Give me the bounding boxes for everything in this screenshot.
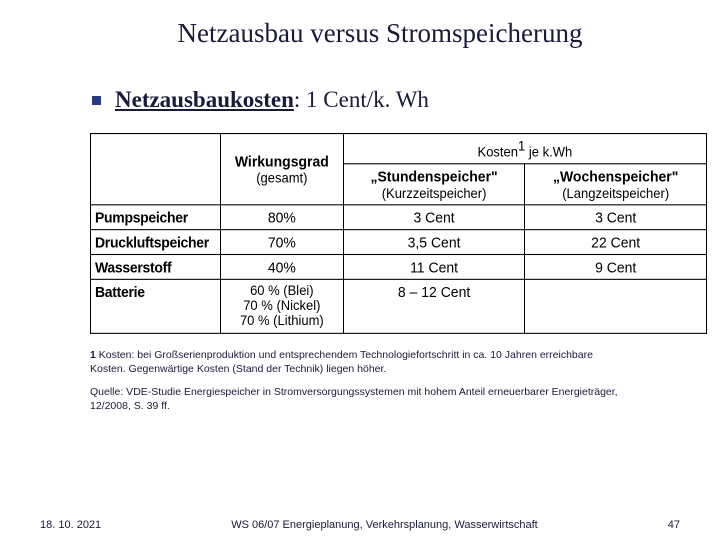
footer-bar: 18. 10. 2021 WS 06/07 Energieplanung, Ve… — [40, 519, 680, 531]
row-eff: 80% — [220, 204, 343, 229]
heading-row: Netzausbaukosten: 1 Cent/k. Wh — [92, 87, 680, 113]
table-head-empty — [91, 134, 221, 205]
row-long — [525, 279, 707, 333]
slide-title: Netzausbau versus Stromspeicherung — [40, 18, 680, 49]
subheading: Netzausbaukosten: 1 Cent/k. Wh — [115, 87, 429, 113]
table-head-short: „Stundenspeicher" (Kurzzeitspeicher) — [343, 163, 525, 204]
row-long: 22 Cent — [525, 229, 707, 254]
row-long: 3 Cent — [525, 204, 707, 229]
footnote-1-text: Kosten: bei Großserienproduktion und ent… — [90, 349, 593, 375]
row-label: Wasserstoff — [91, 254, 221, 279]
row-label: Pumpspeicher — [91, 204, 221, 229]
footnotes: 1 Kosten: bei Großserienproduktion und e… — [90, 348, 630, 414]
row-short: 3,5 Cent — [343, 229, 525, 254]
square-bullet-icon — [92, 96, 101, 105]
table-head-cost-top: Kosten1 je k.Wh — [343, 134, 706, 164]
footnote-1: 1 Kosten: bei Großserienproduktion und e… — [90, 348, 630, 376]
footer-course: WS 06/07 Energieplanung, Verkehrsplanung… — [101, 519, 668, 531]
storage-cost-table: Wirkungsgrad (gesamt) Kosten1 je k.Wh „S… — [90, 133, 707, 333]
table-head-short-sub: (Kurzzeitspeicher) — [348, 184, 521, 200]
table-head-row-1: Wirkungsgrad (gesamt) Kosten1 je k.Wh — [91, 134, 707, 164]
table-head-cost-rest: je k.Wh — [525, 143, 572, 159]
subheading-rest: : 1 Cent/k. Wh — [294, 87, 429, 112]
row-eff: 70% — [220, 229, 343, 254]
subheading-bold: Netzausbaukosten — [115, 87, 294, 112]
row-short: 3 Cent — [343, 204, 525, 229]
footer-page: 47 — [668, 519, 680, 531]
table-head-long-main: „Wochenspeicher" — [529, 167, 702, 184]
table-head-eff: Wirkungsgrad (gesamt) — [220, 134, 343, 205]
row-short: 8 – 12 Cent — [343, 279, 525, 333]
footer-date: 18. 10. 2021 — [40, 519, 101, 531]
slide-body: Netzausbau versus Stromspeicherung Netza… — [0, 0, 720, 540]
table-row: Pumpspeicher 80% 3 Cent 3 Cent — [91, 204, 707, 229]
table-head-cost-word: Kosten — [478, 143, 518, 159]
row-label: Batterie — [91, 279, 221, 333]
table-head-long: „Wochenspeicher" (Langzeitspeicher) — [525, 163, 707, 204]
table-head-long-sub: (Langzeitspeicher) — [529, 184, 702, 200]
row-long: 9 Cent — [525, 254, 707, 279]
table-head-short-main: „Stundenspeicher" — [348, 167, 521, 184]
table-row: Druckluftspeicher 70% 3,5 Cent 22 Cent — [91, 229, 707, 254]
row-short: 11 Cent — [343, 254, 525, 279]
table-head-eff-main: Wirkungsgrad — [225, 152, 339, 169]
row-eff: 40% — [220, 254, 343, 279]
source-line: Quelle: VDE-Studie Energiespeicher in St… — [90, 385, 630, 413]
table-head-eff-sub: (gesamt) — [225, 170, 339, 186]
table-row: Batterie 60 % (Blei) 70 % (Nickel) 70 % … — [91, 279, 707, 333]
table-row: Wasserstoff 40% 11 Cent 9 Cent — [91, 254, 707, 279]
row-label: Druckluftspeicher — [91, 229, 221, 254]
row-eff: 60 % (Blei) 70 % (Nickel) 70 % (Lithium) — [220, 279, 343, 333]
